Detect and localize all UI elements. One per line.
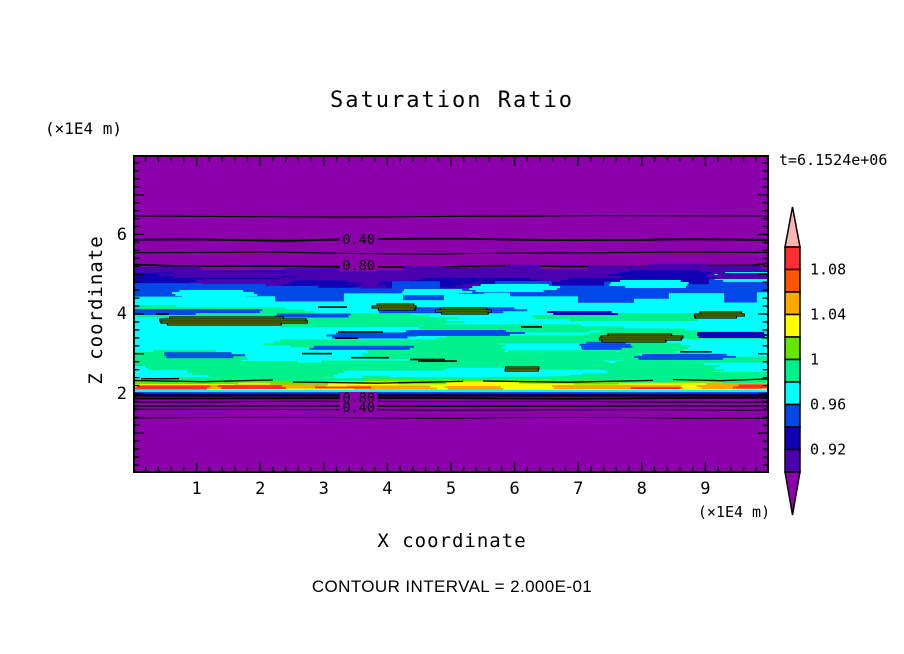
contour-label-mask [339, 392, 378, 405]
contour-plot: 0.400.800.800.40 [133, 155, 769, 473]
x-tick-label: 4 [382, 479, 393, 499]
colorbar-label: 1.08 [810, 261, 846, 279]
x-tick-label: 3 [318, 479, 329, 499]
colorbar-segment [784, 336, 801, 361]
colorbar-label: 0.96 [810, 396, 846, 414]
contour-label: 0.40 [343, 232, 376, 248]
y-tick-label: 6 [116, 224, 127, 245]
colorbar-segment [784, 291, 801, 316]
colorbar-segment [784, 448, 801, 473]
colorbar-label: 1 [810, 351, 819, 369]
colorbar-label: 0.92 [810, 441, 846, 459]
figure-title: Saturation Ratio [330, 88, 574, 113]
x-tick-label: 2 [255, 479, 266, 499]
contour-label: 0.40 [343, 400, 376, 416]
y-tick-label: 2 [116, 383, 127, 404]
x-tick-label: 7 [573, 479, 584, 499]
colorbar-segment [784, 246, 801, 271]
colorbar-segment [784, 381, 801, 406]
x-axis-title: X coordinate [377, 530, 527, 552]
contour-label: 0.80 [343, 258, 376, 274]
y-axis-unit: (×1E4 m) [45, 119, 123, 138]
y-tick-label: 4 [116, 304, 127, 324]
time-annotation: t=6.1524e+06 [779, 151, 888, 169]
contour-label-mask [339, 259, 378, 272]
plot-frame [133, 155, 769, 473]
contour-label-mask [339, 401, 378, 414]
colorbar-arrow-over [784, 206, 801, 248]
x-tick-label: 8 [636, 479, 647, 499]
x-tick-label: 1 [191, 479, 202, 499]
colorbar-label: 1.04 [810, 306, 846, 324]
x-tick-label: 6 [509, 479, 520, 499]
colorbar-segment [784, 313, 801, 338]
colorbar-segment [784, 426, 801, 451]
contour-label-mask [339, 233, 378, 246]
colorbar-segment [784, 268, 801, 293]
colorbar: 1.08 1.04 1 0.96 0.92 [784, 206, 846, 516]
axis-ticks [133, 155, 769, 473]
colorbar-segment [784, 403, 801, 428]
contour-interval-note: CONTOUR INTERVAL = 2.000E-01 [311, 577, 593, 596]
x-tick-label: 5 [445, 479, 457, 499]
colorbar-arrow-under [784, 471, 801, 516]
colorbar-segment [784, 358, 801, 383]
x-axis-unit: (×1E4 m) [697, 503, 771, 521]
x-tick-label: 9 [700, 479, 711, 499]
